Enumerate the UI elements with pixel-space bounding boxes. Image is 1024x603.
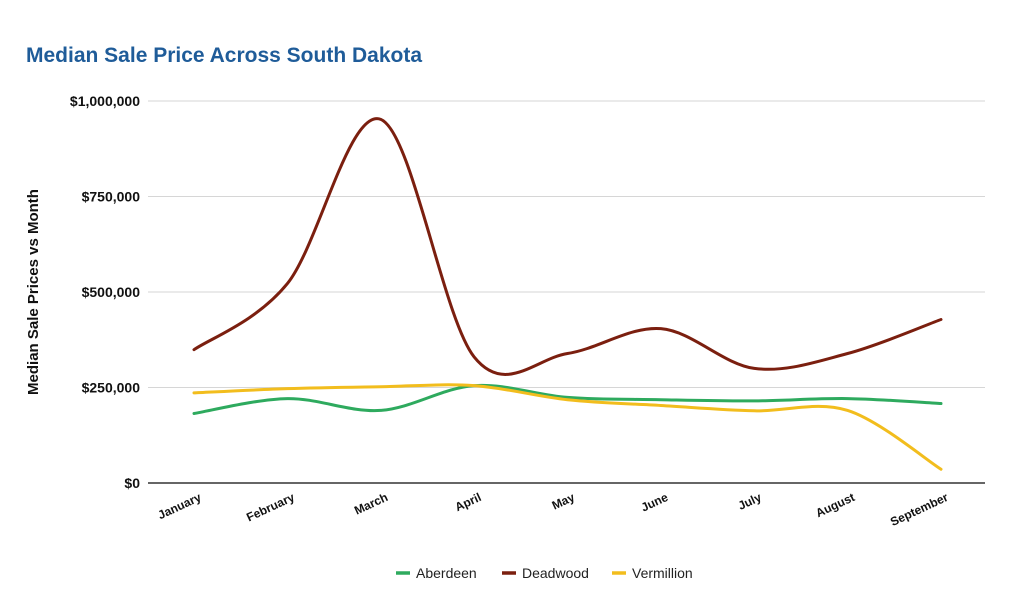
x-tick-label: March [352, 490, 390, 518]
series-line-aberdeen [192, 383, 943, 415]
x-tick-label: August [814, 490, 857, 520]
legend-label: Aberdeen [416, 565, 477, 581]
y-tick-label: $1,000,000 [70, 93, 140, 109]
x-tick-label: May [550, 490, 577, 513]
legend-label: Vermillion [632, 565, 693, 581]
x-tick-label: June [639, 490, 671, 515]
series-line-deadwood [192, 117, 943, 376]
x-tick-label: January [156, 490, 204, 522]
x-tick-label: February [244, 490, 297, 525]
x-tick-label: September [888, 490, 950, 529]
series-line-vermillion [192, 383, 943, 471]
y-axis-title: Median Sale Prices vs Month [25, 189, 42, 395]
y-tick-label: $500,000 [82, 284, 141, 300]
y-tick-label: $0 [124, 475, 140, 491]
x-tick-label: April [453, 490, 484, 514]
chart-title: Median Sale Price Across South Dakota [26, 44, 423, 67]
y-tick-label: $750,000 [82, 189, 141, 205]
legend-label: Deadwood [522, 565, 589, 581]
y-tick-label: $250,000 [82, 380, 141, 396]
x-tick-label: July [736, 490, 764, 513]
